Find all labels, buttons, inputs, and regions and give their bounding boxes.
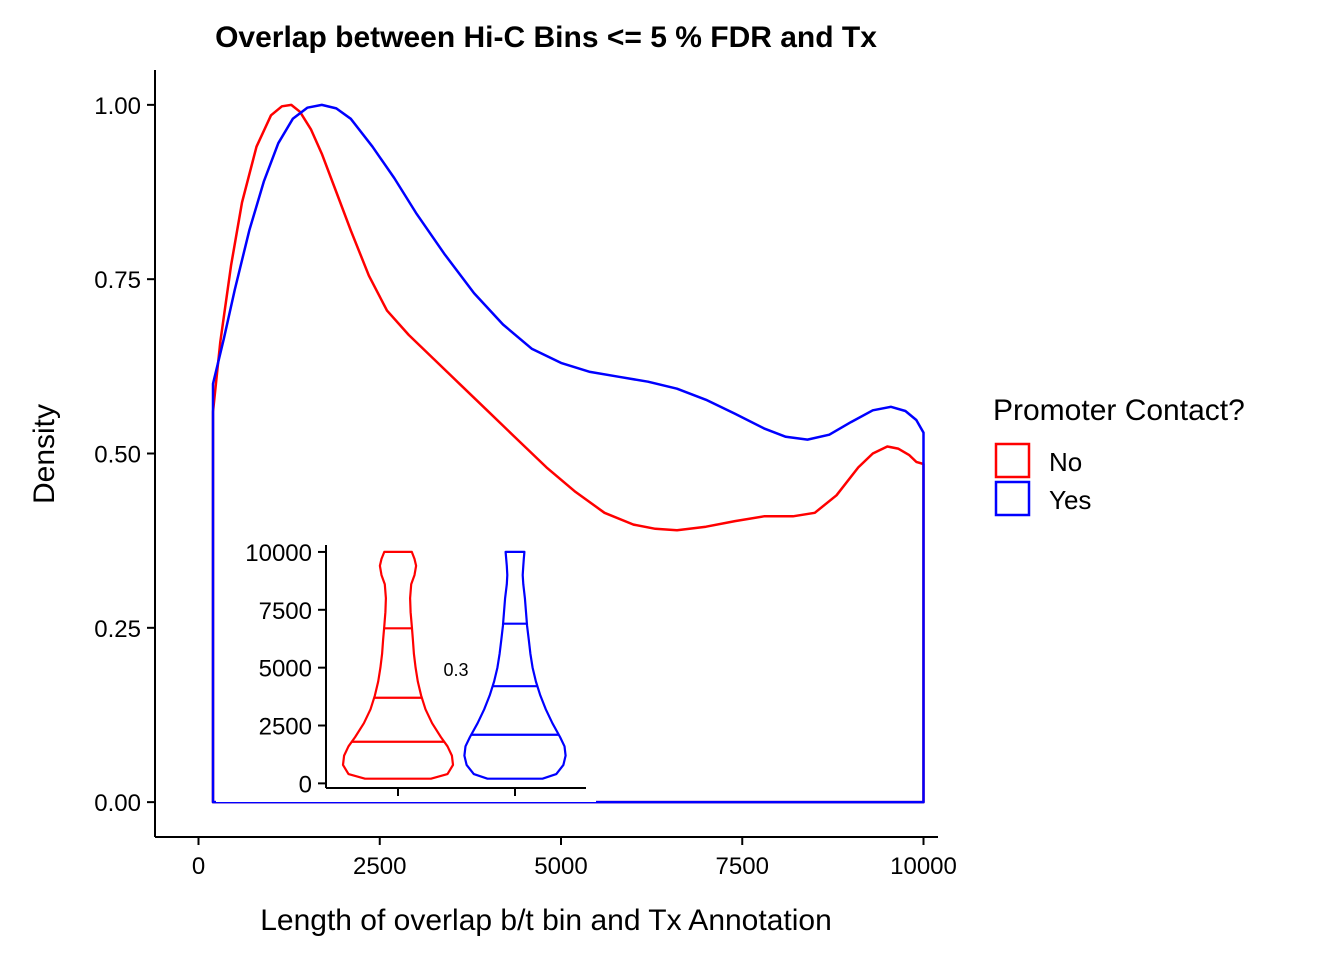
legend-key-yes	[994, 480, 1031, 517]
legend: Promoter Contact? No Yes	[993, 394, 1245, 517]
inset-y-tick-label: 7500	[259, 598, 312, 625]
x-axis-label: Length of overlap b/t bin and Tx Annotat…	[260, 904, 832, 937]
density-line-no	[211, 103, 925, 804]
x-tick-label: 10000	[890, 853, 957, 880]
x-tick-label: 2500	[353, 853, 406, 880]
x-tick-label: 7500	[716, 853, 769, 880]
inset-y-tick-label: 0	[299, 771, 312, 798]
y-tick-label: 0.50	[94, 442, 141, 469]
inset-violin-plot: 0 2500 5000 7500 10000 0.3	[216, 540, 596, 802]
y-tick-label: 1.00	[94, 93, 141, 120]
x-tick-label: 5000	[534, 853, 587, 880]
inset-x-ticks	[397, 788, 516, 796]
violin-shapes	[341, 550, 567, 780]
y-axis-label: Density	[28, 404, 61, 504]
inset-y-tick-label: 2500	[259, 714, 312, 741]
comparison-pvalue-label: 0.3	[443, 660, 468, 680]
y-tick-label: 0.75	[94, 267, 141, 294]
y-tick-label: 0.00	[94, 790, 141, 817]
density-plot: 0.00 0.25 0.50 0.75 1.00 0 2500 5000 7500 10000	[94, 70, 957, 880]
inset-y-tick-label: 5000	[259, 656, 312, 683]
legend-label-yes: Yes	[1049, 485, 1091, 515]
density-curves	[211, 103, 925, 804]
inset-y-ticks: 0 2500 5000 7500 10000	[245, 540, 326, 798]
violin-no	[341, 550, 455, 780]
x-tick-label: 0	[192, 853, 205, 880]
chart-title: Overlap between Hi-C Bins <= 5 % FDR and…	[215, 21, 877, 54]
legend-label-no: No	[1049, 447, 1082, 477]
x-axis-ticks: 0 2500 5000 7500 10000	[192, 837, 957, 880]
legend-key-no	[994, 442, 1031, 479]
violin-yes	[463, 550, 567, 780]
density-line-yes	[211, 103, 925, 804]
y-tick-label: 0.25	[94, 616, 141, 643]
inset-y-tick-label: 10000	[245, 540, 312, 567]
legend-entries: No Yes	[994, 442, 1091, 517]
y-axis-ticks: 0.00 0.25 0.50 0.75 1.00	[94, 93, 155, 817]
legend-title: Promoter Contact?	[993, 394, 1245, 427]
